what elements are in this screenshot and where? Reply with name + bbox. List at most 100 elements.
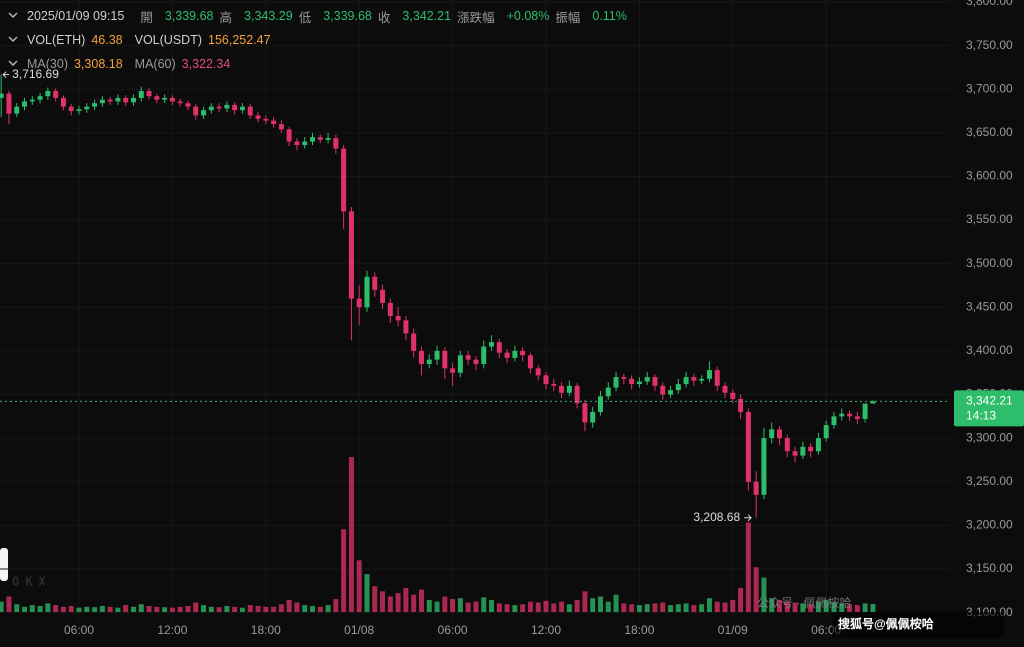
volume-bar — [504, 604, 510, 612]
watermark: 搜狐号@佩佩桉哈 — [838, 616, 934, 631]
candle-body — [356, 298, 362, 308]
candle-body — [730, 392, 736, 399]
candle-body — [115, 97, 121, 102]
candle-body — [216, 106, 222, 109]
volume-bar — [496, 603, 502, 612]
candle-body — [53, 90, 59, 98]
watermark-logo: OKX — [12, 575, 52, 589]
candle-body — [870, 401, 876, 404]
info-value: 振幅 — [555, 10, 581, 25]
candle-body — [372, 276, 378, 290]
volume-bar — [582, 591, 588, 612]
y-tick-label: 3,300.00 — [966, 430, 1013, 444]
chevron[interactable] — [8, 12, 18, 18]
candle-body — [154, 96, 160, 100]
candle-body — [706, 370, 712, 379]
volume-bar — [387, 596, 393, 612]
volume-bar — [372, 586, 378, 612]
candle-body — [14, 106, 20, 114]
candle-body — [418, 350, 424, 364]
info-label: +0.08% — [506, 9, 550, 23]
candle-body — [76, 109, 82, 112]
volume-bar — [224, 605, 230, 612]
annotation-label: 3,716.69 — [12, 67, 59, 81]
candle-body — [193, 106, 199, 116]
volume-bar — [255, 605, 261, 612]
info-label: MA(60) — [134, 57, 176, 71]
volume-bar — [457, 598, 463, 612]
candle-body — [831, 416, 837, 426]
candle-body — [777, 429, 782, 439]
candle-body — [854, 416, 860, 419]
volume-bar — [68, 605, 74, 612]
candle-body — [185, 103, 191, 107]
volume-bar — [442, 596, 448, 612]
volume-bar — [193, 602, 199, 612]
volume-bar — [559, 601, 565, 612]
volume-bar — [473, 601, 479, 612]
x-tick-label: 01/09 — [718, 623, 748, 637]
candle-body — [177, 101, 183, 104]
candle-body — [364, 276, 370, 308]
volume-bar — [574, 599, 580, 612]
candle-body — [473, 359, 479, 364]
candles — [0, 74, 876, 518]
volume-bar — [333, 599, 339, 612]
candle-body — [426, 359, 432, 364]
y-tick-label: 3,750.00 — [966, 38, 1013, 52]
chevron[interactable] — [8, 36, 18, 42]
candle-body — [574, 385, 580, 404]
candle-body — [504, 352, 510, 358]
x-tick-label: 18:00 — [624, 623, 654, 637]
volume-bar — [839, 603, 845, 612]
candle-body — [792, 451, 798, 456]
y-tick-label: 3,400.00 — [966, 343, 1013, 357]
info-value: 3,322.34 — [181, 57, 231, 71]
volume-bar — [356, 560, 362, 612]
chevron[interactable] — [8, 60, 18, 66]
volume-bar — [590, 598, 596, 612]
y-tick-label: 3,250.00 — [966, 474, 1013, 488]
candle-body — [543, 375, 549, 385]
candle-body — [302, 141, 308, 146]
volume-bar — [154, 606, 160, 612]
candle-body — [839, 413, 845, 417]
candle-body — [847, 413, 853, 417]
countdown-label: 14:13 — [966, 408, 996, 422]
candle-body — [691, 377, 697, 381]
candle-body — [434, 350, 440, 360]
volume-bar — [348, 457, 354, 612]
candle-body — [660, 385, 666, 395]
candle-body — [738, 398, 744, 412]
volume-bar — [644, 604, 650, 612]
candle-body — [348, 211, 354, 299]
x-tick-label: 06:00 — [438, 623, 468, 637]
candle-body — [862, 403, 868, 419]
volume-bar — [201, 605, 207, 612]
candle-body — [271, 120, 277, 125]
info-value: 漲跌幅 — [457, 10, 495, 25]
y-tick-label: 3,550.00 — [966, 212, 1013, 226]
volume-bar — [84, 606, 90, 612]
watermark-backdrop — [832, 612, 1004, 638]
candle-body — [496, 342, 502, 353]
candle-body — [37, 96, 43, 100]
volume-bar — [714, 601, 720, 612]
volume-bar — [870, 604, 876, 612]
candle-body — [169, 97, 175, 102]
y-tick-label: 3,600.00 — [966, 169, 1013, 183]
candle-body — [224, 104, 230, 109]
annotation-label: 3,208.68 — [693, 510, 740, 524]
candle-body — [239, 106, 245, 111]
volume-bar — [325, 605, 331, 612]
volume-bar — [138, 604, 144, 612]
volume-bar — [364, 574, 370, 612]
volume-bar — [777, 599, 782, 612]
info-value: 收 — [377, 10, 391, 25]
side-tab[interactable] — [0, 548, 8, 581]
volume-bar — [808, 604, 814, 612]
volume-bar — [92, 607, 98, 612]
volume-bar — [286, 599, 292, 612]
volume-bar — [169, 607, 175, 612]
volume-bar — [29, 605, 35, 612]
